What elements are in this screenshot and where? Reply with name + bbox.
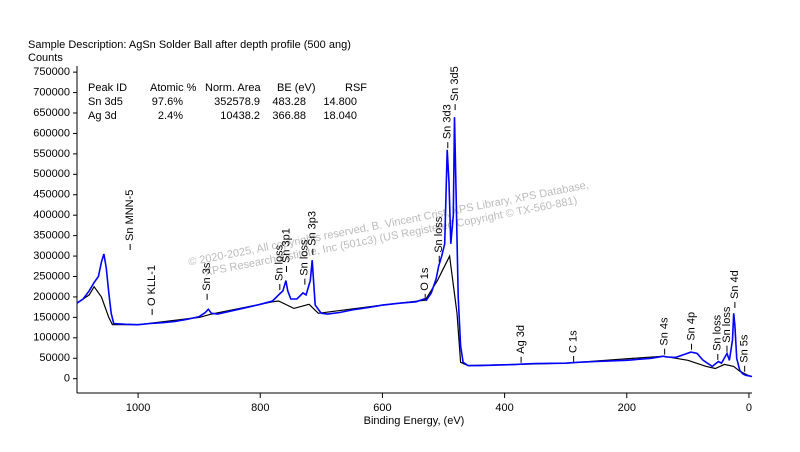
table-header: Norm. Area — [205, 82, 262, 94]
table-cell: 366.88 — [272, 110, 306, 122]
y-axis-label: Counts — [28, 52, 63, 64]
y-tick-label: 300000 — [33, 250, 70, 262]
peak-label: Sn loss — [274, 244, 286, 281]
peak-label: Sn MNN-5 — [124, 190, 136, 241]
table-header: BE (eV) — [277, 82, 316, 94]
y-tick-label: 150000 — [33, 311, 70, 323]
x-tick-label: 0 — [746, 402, 752, 414]
y-tick-label: 750000 — [33, 66, 70, 78]
table-cell: 10438.2 — [220, 110, 260, 122]
y-tick-label: 50000 — [39, 352, 70, 364]
y-tick-label: 100000 — [33, 332, 70, 344]
chart-title: Sample Description: AgSn Solder Ball aft… — [28, 39, 351, 51]
peak-label: O 1s — [419, 267, 431, 291]
peak-label: Ag 3d — [515, 325, 527, 354]
table-header: Atomic % — [150, 82, 197, 94]
y-tick-label: 0 — [64, 373, 70, 385]
y-tick-label: 350000 — [33, 230, 70, 242]
x-tick-label: 200 — [618, 402, 636, 414]
x-tick-label: 800 — [251, 402, 269, 414]
peak-label: Sn 4p — [685, 312, 697, 341]
peak-label: Sn loss — [712, 314, 724, 351]
x-tick-label: 600 — [373, 402, 391, 414]
table-cell: 483.28 — [272, 96, 306, 108]
y-tick-label: 600000 — [33, 127, 70, 139]
peak-label: Sn loss — [299, 239, 311, 276]
spectrum-line — [76, 117, 753, 378]
table-cell: Ag 3d — [88, 110, 117, 122]
watermark-text: XPS Research Institute, Inc (501c3) (US … — [204, 195, 578, 279]
x-tick-label: 400 — [495, 402, 513, 414]
y-tick-label: 650000 — [33, 107, 70, 119]
peak-label: Sn 3d3 — [442, 104, 454, 139]
table-cell: 2.4% — [158, 110, 183, 122]
peak-label: Sn 3p3 — [307, 211, 319, 246]
peak-label: O KLL-1 — [146, 265, 158, 306]
y-tick-label: 500000 — [33, 168, 70, 180]
table-header: RSF — [345, 82, 367, 94]
y-tick-label: 700000 — [33, 86, 70, 98]
y-tick-label: 400000 — [33, 209, 70, 221]
y-tick-label: 250000 — [33, 270, 70, 282]
watermark-text: © 2020-2025, All copyrights reserved, B.… — [187, 179, 589, 269]
watermark: © 2020-2025, All copyrights reserved, B.… — [187, 179, 589, 279]
x-axis-label: Binding Energy, (eV) — [364, 415, 465, 427]
peak-label: C 1s — [568, 330, 580, 353]
table-header: Peak ID — [88, 82, 127, 94]
peak-label: Sn 3s — [201, 262, 213, 291]
table-cell: Sn 3d5 — [88, 96, 123, 108]
y-tick-label: 200000 — [33, 291, 70, 303]
peak-label: Sn 4s — [659, 317, 671, 346]
y-tick-label: 450000 — [33, 189, 70, 201]
peak-label: Sn 5s — [739, 334, 751, 363]
y-tick-label: 550000 — [33, 148, 70, 160]
peak-label: Sn 4d — [729, 270, 741, 299]
table-cell: 352578.9 — [214, 96, 260, 108]
peak-label: Sn loss — [721, 306, 733, 343]
table-cell: 18.040 — [323, 110, 357, 122]
table-cell: 14.800 — [323, 96, 357, 108]
peak-label: Sn loss — [433, 216, 445, 253]
peak-label: Sn 3d5 — [449, 66, 461, 101]
table-cell: 97.6% — [152, 96, 183, 108]
x-tick-label: 1000 — [126, 402, 150, 414]
peak-label: Sn 3p1 — [280, 228, 292, 263]
